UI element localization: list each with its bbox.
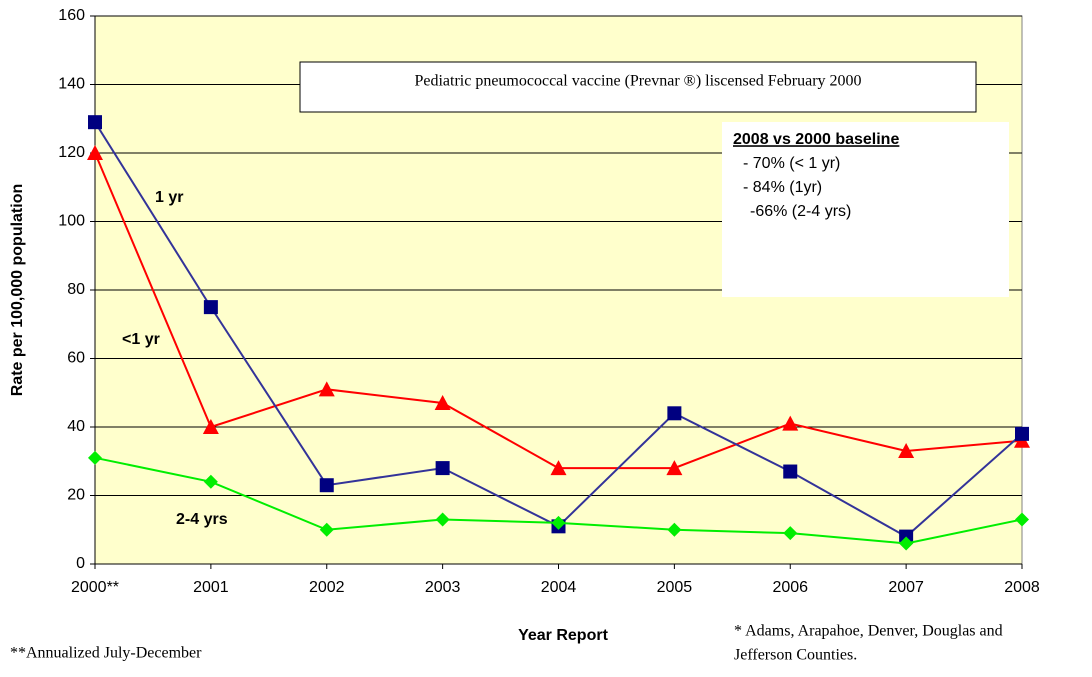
marker (203, 474, 218, 489)
marker (899, 536, 914, 551)
y-axis-label: Rate per 100,000 population (9, 184, 26, 397)
annotation: -66% (2-4 yrs) (750, 203, 851, 220)
marker (1015, 512, 1029, 527)
marker (318, 381, 335, 397)
y-tick-label: 80 (67, 281, 85, 298)
marker (551, 515, 566, 530)
series-label: 2-4 yrs (176, 511, 228, 528)
marker (550, 460, 567, 476)
marker (666, 460, 683, 476)
y-tick-label: 40 (67, 418, 85, 435)
x-tick-label: 2000** (71, 579, 119, 596)
annotation: 2008 vs 2000 baseline (733, 131, 899, 148)
marker (435, 461, 450, 476)
marker (435, 512, 450, 527)
marker (319, 478, 334, 493)
x-tick-label: 2003 (425, 579, 461, 596)
marker (667, 406, 682, 421)
footnote: Jefferson Counties. (734, 647, 857, 664)
series-label: <1 yr (122, 331, 160, 348)
marker (87, 145, 103, 160)
annotation: - 84% (1yr) (743, 179, 822, 196)
marker (434, 395, 451, 411)
marker (783, 464, 798, 479)
x-tick-label: 2007 (888, 579, 924, 596)
x-axis-label: Year Report (518, 627, 608, 644)
marker (667, 522, 682, 537)
marker (898, 442, 915, 458)
y-tick-label: 120 (58, 144, 85, 161)
marker (1015, 426, 1029, 441)
footnote: * Adams, Arapahoe, Denver, Douglas and (734, 623, 1003, 640)
annotation: - 70% (< 1 yr) (743, 155, 840, 172)
x-tick-label: 2005 (657, 579, 693, 596)
annotation: Pediatric pneumococcal vaccine (Prevnar … (414, 73, 861, 90)
x-tick-label: 2004 (541, 579, 577, 596)
series-label: 1 yr (155, 189, 183, 206)
marker (88, 450, 102, 465)
marker (203, 300, 218, 315)
y-tick-label: 20 (67, 487, 85, 504)
annotation-box (299, 61, 977, 113)
marker (782, 415, 799, 431)
y-tick-label: 0 (76, 555, 85, 572)
marker (783, 526, 798, 541)
x-tick-label: 2002 (309, 579, 345, 596)
marker (202, 419, 219, 434)
x-tick-label: 2006 (772, 579, 808, 596)
y-tick-label: 140 (58, 76, 85, 93)
marker (88, 115, 102, 130)
y-tick-label: 160 (58, 7, 85, 24)
y-tick-label: 100 (58, 213, 85, 230)
footnote: **Annualized July-December (10, 645, 202, 662)
x-tick-label: 2001 (193, 579, 229, 596)
annotation-box (722, 122, 1009, 297)
y-tick-label: 60 (67, 350, 85, 367)
x-tick-label: 2008 (1004, 579, 1040, 596)
marker (319, 522, 334, 537)
